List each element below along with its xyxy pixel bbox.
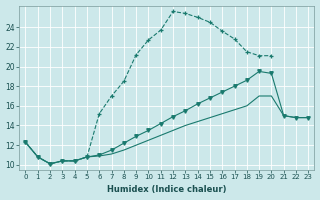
X-axis label: Humidex (Indice chaleur): Humidex (Indice chaleur) (107, 185, 227, 194)
